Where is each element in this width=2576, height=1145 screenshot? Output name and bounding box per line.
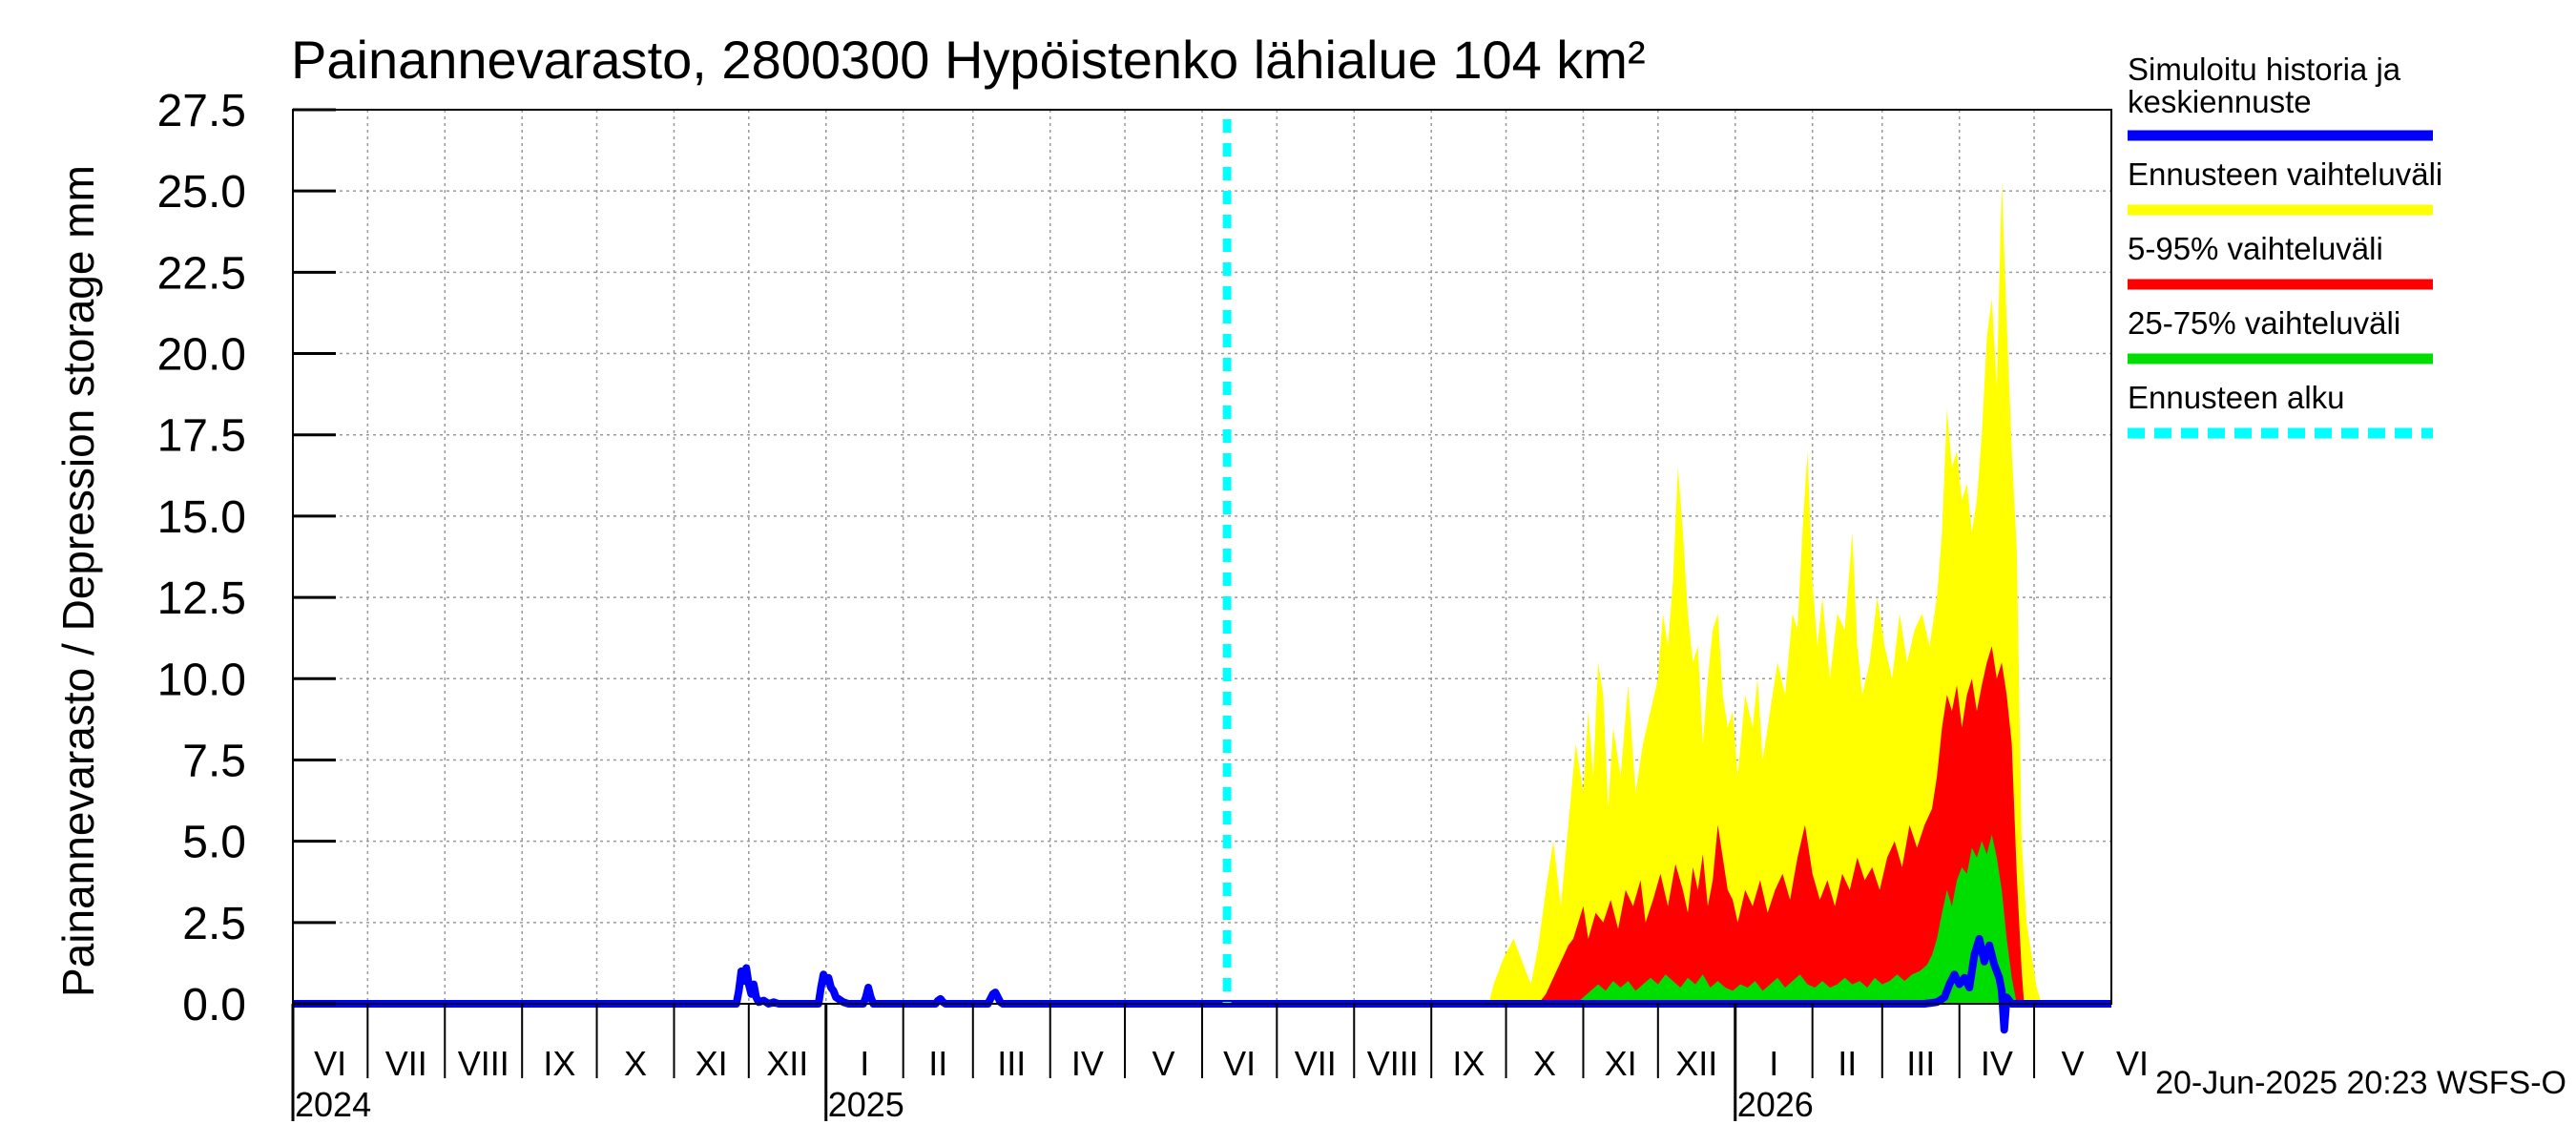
- x-month-label: X: [1533, 1044, 1556, 1083]
- legend-label-line2: keskiennuste: [2128, 84, 2312, 119]
- x-month-label: V: [2062, 1044, 2085, 1083]
- x-year-label: 2025: [828, 1085, 904, 1124]
- timestamp: 20-Jun-2025 20:23 WSFS-O: [2155, 1065, 2566, 1101]
- x-month-label: VI: [314, 1044, 346, 1083]
- axes: 0.0 2.5 5.0 7.5 10.0 12.5 15.0 17.5 20.0 22.5 25.0…: [157, 86, 2149, 1124]
- x-month-label: VII: [1295, 1044, 1337, 1083]
- y-tick-label: 7.5: [182, 736, 246, 786]
- x-month-label: II: [1838, 1044, 1857, 1083]
- x-month-label: I: [1769, 1044, 1778, 1083]
- y-tick-label: 27.5: [157, 86, 246, 136]
- x-month-label: XI: [1605, 1044, 1637, 1083]
- x-month-label: XI: [696, 1044, 728, 1083]
- legend-label: Ennusteen vaihteluväli: [2128, 156, 2442, 192]
- legend-label: 25-75% vaihteluväli: [2128, 305, 2400, 341]
- y-tick-label: 5.0: [182, 818, 246, 868]
- x-month-label: IV: [1071, 1044, 1104, 1083]
- y-tick-label: 10.0: [157, 655, 246, 705]
- legend-label: 5-95% vaihteluväli: [2128, 231, 2383, 266]
- x-month-label: VIII: [1367, 1044, 1419, 1083]
- y-axis-label: Painannevarasto / Depression storage mm: [53, 165, 103, 997]
- y-tick-label: 12.5: [157, 573, 246, 624]
- x-month-label: II: [928, 1044, 947, 1083]
- x-month-label: VII: [385, 1044, 427, 1083]
- chart-title: Painannevarasto, 2800300 Hypöistenko läh…: [291, 30, 1646, 90]
- series-range-5-95: [1538, 646, 2025, 1004]
- x-month-label: VI: [1223, 1044, 1256, 1083]
- y-tick-label: 2.5: [182, 899, 246, 949]
- series-range-yellow: [1488, 181, 2042, 1004]
- x-month-label: IX: [543, 1044, 575, 1083]
- x-month-label: VI: [2116, 1044, 2149, 1083]
- legend-label: Simuloitu historia ja: [2128, 52, 2401, 87]
- x-month-label: VIII: [458, 1044, 509, 1083]
- x-month-label: I: [860, 1044, 869, 1083]
- x-month-label: IV: [1981, 1044, 2013, 1083]
- y-tick-label: 15.0: [157, 492, 246, 543]
- legend-label: Ennusteen alku: [2128, 380, 2345, 415]
- y-tick-label: 0.0: [182, 980, 246, 1030]
- x-month-label: III: [1906, 1044, 1935, 1083]
- y-tick-label: 22.5: [157, 248, 246, 299]
- x-month-label: XII: [1675, 1044, 1717, 1083]
- y-tick-label: 20.0: [157, 330, 246, 381]
- x-year-label: 2024: [295, 1085, 371, 1124]
- x-month-label: X: [624, 1044, 647, 1083]
- x-month-label: III: [997, 1044, 1026, 1083]
- x-month-label: IX: [1452, 1044, 1485, 1083]
- x-year-label: 2026: [1737, 1085, 1814, 1124]
- x-month-label: V: [1153, 1044, 1175, 1083]
- y-tick-label: 25.0: [157, 167, 246, 218]
- y-tick-label: 17.5: [157, 411, 246, 462]
- x-month-label: XII: [766, 1044, 808, 1083]
